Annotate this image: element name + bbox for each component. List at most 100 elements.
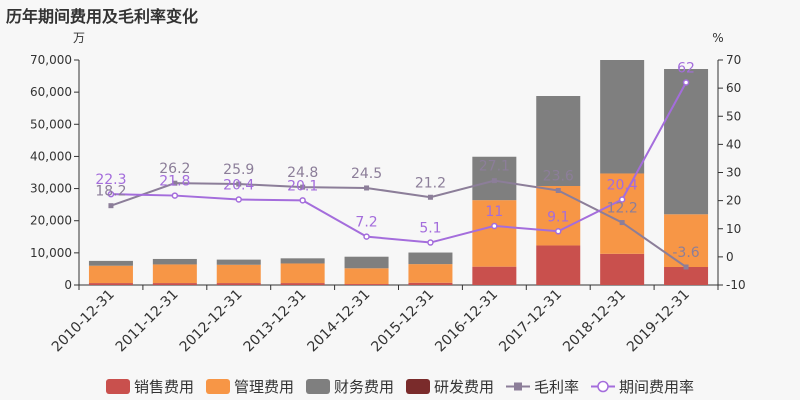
- y-right-tick-label: 30: [726, 166, 741, 180]
- y-left-tick-label: 40,000: [30, 149, 72, 163]
- x-tick-label: 2017-12-31: [496, 287, 565, 356]
- data-label: 20.4: [607, 178, 638, 194]
- data-label: 9.1: [547, 209, 569, 225]
- bar-segment: [344, 256, 389, 269]
- x-tick-label: 2012-12-31: [177, 287, 246, 356]
- y-left-tick-label: 20,000: [30, 214, 72, 228]
- line-point: [172, 180, 178, 186]
- bar-segment: [472, 266, 517, 285]
- bar-segment: [280, 283, 325, 285]
- data-label: -3.6: [672, 245, 699, 261]
- data-label: 7.2: [355, 215, 377, 231]
- data-label: 12.2: [607, 201, 638, 217]
- legend-item[interactable]: 财务费用: [305, 376, 394, 397]
- y-right-tick-label: -10: [726, 278, 746, 292]
- legend-label: 管理费用: [233, 377, 294, 396]
- bar-segment: [88, 260, 133, 266]
- x-tick-label: 2019-12-31: [624, 287, 693, 356]
- line-point: [491, 222, 498, 230]
- data-label: 20.4: [223, 178, 254, 194]
- data-label: 5.1: [419, 221, 441, 237]
- line-point: [235, 196, 242, 203]
- bar-segment: [344, 284, 389, 285]
- bar-segment: [664, 267, 709, 285]
- y-right-tick-label: 0: [726, 250, 734, 264]
- data-label: 21.2: [415, 175, 446, 191]
- line-point: [236, 181, 242, 187]
- data-label: 24.5: [351, 166, 382, 182]
- line-point: [491, 178, 497, 184]
- line-point: [682, 79, 690, 86]
- labels-layer: 18.2 26.2 25.9 24.8 24.5 21.2 27.1 23.6 12.2 -3.6…: [95, 61, 699, 262]
- line-point: [555, 188, 561, 193]
- bar-segment: [344, 268, 389, 285]
- data-label: 24.8: [287, 165, 318, 181]
- bar-segment: [88, 265, 133, 284]
- series-line: [110, 82, 687, 244]
- y-left-tick-label: 70,000: [30, 53, 72, 67]
- legend-label: 期间费用率: [619, 377, 695, 396]
- line-point: [619, 220, 625, 226]
- data-label: 23.6: [543, 169, 574, 185]
- y-right-tick-label: 60: [726, 81, 741, 95]
- line-point: [555, 228, 562, 235]
- bar-segment: [600, 60, 645, 174]
- bar-segment: [280, 258, 325, 264]
- legend-label: 毛利率: [534, 377, 580, 396]
- x-tick-label: 2010-12-31: [49, 287, 118, 356]
- bar-segment: [152, 258, 197, 265]
- legend: 销售费用 管理费用 财务费用 研发费用 毛利率 期间费用率: [0, 375, 800, 397]
- bar-segment: [408, 282, 453, 285]
- bar-segment: [536, 96, 581, 186]
- bar-segment: [664, 69, 709, 215]
- line-point: [107, 190, 115, 198]
- bar-segment: [152, 283, 197, 285]
- y-left-tick-label: 10,000: [30, 246, 72, 260]
- y-right-tick-label: 50: [726, 109, 741, 123]
- bar-segment: [216, 259, 261, 265]
- bar-segment: [152, 264, 197, 284]
- line-point: [299, 197, 306, 204]
- legend-item[interactable]: 毛利率: [506, 376, 579, 397]
- bar-segment: [280, 263, 325, 284]
- legend-swatch: [305, 378, 330, 394]
- y-right-tick-label: 70: [726, 53, 741, 67]
- legend-item[interactable]: 销售费用: [105, 376, 194, 397]
- x-tick-label: 2015-12-31: [368, 287, 437, 356]
- y-right-unit: %: [712, 31, 723, 45]
- y-left-tick-label: 50,000: [30, 117, 72, 131]
- line-point: [427, 194, 433, 200]
- x-tick-label: 2011-12-31: [113, 287, 182, 356]
- bar-segment: [88, 283, 133, 285]
- bar-segment: [216, 283, 261, 285]
- bar-segment: [472, 200, 517, 267]
- legend-swatch: [406, 378, 430, 394]
- line-point: [171, 192, 179, 199]
- line-point: [300, 184, 306, 190]
- legend-swatch: [506, 382, 531, 390]
- y-left-tick-label: 60,000: [30, 85, 72, 99]
- x-tick-label: 2014-12-31: [305, 287, 374, 356]
- y-left-unit: 万: [73, 31, 85, 45]
- data-label: 18.2: [95, 184, 126, 200]
- chart-title: 历年期间费用及毛利率变化: [6, 7, 199, 26]
- data-label: 22.3: [95, 172, 126, 188]
- data-label: 27.1: [479, 159, 510, 175]
- data-label: 62: [677, 61, 695, 77]
- bar-segment: [408, 264, 453, 283]
- legend-label: 研发费用: [434, 377, 495, 396]
- legend-item[interactable]: 管理费用: [205, 376, 294, 397]
- bar-segment: [536, 186, 581, 246]
- bar-segment: [600, 253, 645, 285]
- bar-segment: [216, 264, 261, 284]
- legend-swatch: [105, 378, 130, 394]
- x-tick-label: 2016-12-31: [432, 287, 501, 356]
- y-left-tick-label: 0: [64, 278, 72, 292]
- line-point: [683, 264, 689, 270]
- bars-layer: [88, 60, 709, 285]
- legend-item[interactable]: 期间费用率: [591, 376, 694, 397]
- data-label: 11: [485, 204, 503, 220]
- data-label: 25.9: [223, 162, 254, 178]
- line-point: [108, 203, 114, 209]
- legend-item[interactable]: 研发费用: [406, 376, 494, 397]
